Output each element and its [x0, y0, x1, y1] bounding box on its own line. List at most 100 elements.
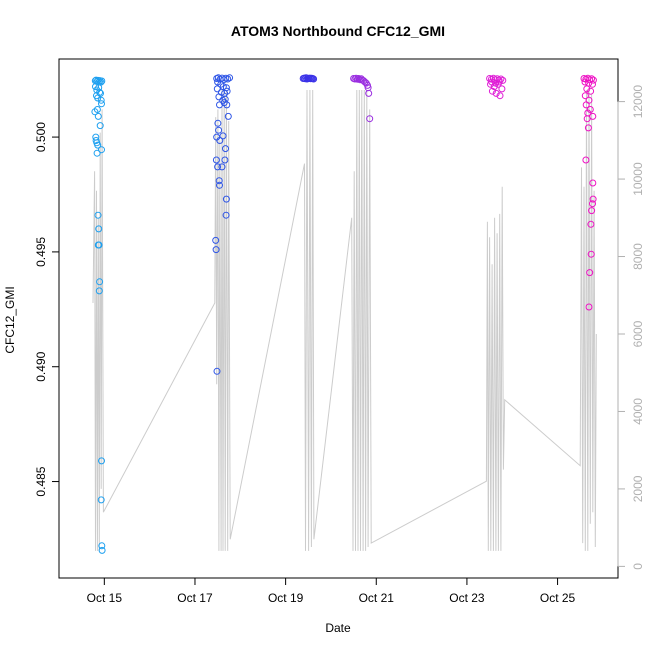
data-point — [365, 89, 373, 97]
data-point — [95, 225, 103, 233]
series-4 — [350, 74, 374, 123]
data-points-layer — [91, 74, 597, 554]
data-point — [216, 137, 224, 144]
data-point — [222, 195, 230, 203]
data-point — [221, 156, 229, 164]
y2-tick-label: 0 — [631, 563, 645, 570]
data-point — [98, 546, 106, 554]
data-point — [224, 112, 232, 120]
data-point — [582, 101, 590, 109]
x-tick-label: Oct 25 — [540, 591, 576, 605]
data-point — [96, 278, 104, 286]
data-point — [214, 119, 222, 127]
data-point — [587, 220, 595, 228]
data-point — [98, 77, 106, 85]
data-point — [219, 132, 227, 140]
data-point — [222, 145, 229, 153]
data-point — [588, 207, 596, 215]
data-point — [488, 78, 496, 86]
data-point — [212, 156, 220, 164]
data-point — [213, 367, 221, 375]
data-point — [94, 211, 102, 219]
data-point — [93, 149, 101, 157]
x-tick-label: Oct 15 — [87, 591, 123, 605]
data-point — [366, 115, 374, 123]
series-5 — [486, 74, 507, 100]
data-point — [212, 236, 220, 244]
y-tick-label: 0.495 — [34, 237, 48, 267]
data-point — [495, 78, 503, 86]
data-point — [215, 177, 223, 185]
data-point — [95, 241, 103, 249]
y2-tick-label: 2000 — [631, 475, 645, 502]
data-point — [583, 85, 591, 93]
data-point — [226, 74, 234, 82]
y2-tick-label: 10000 — [631, 162, 645, 196]
data-point — [96, 122, 104, 130]
data-point — [352, 74, 360, 82]
data-point — [218, 163, 226, 171]
data-point — [223, 87, 231, 95]
data-point — [498, 85, 506, 93]
data-point — [216, 181, 223, 189]
data-point — [587, 87, 595, 95]
data-point — [212, 246, 220, 254]
y2-tick-label: 12000 — [631, 85, 645, 119]
data-point — [95, 287, 103, 295]
data-point — [589, 200, 596, 208]
data-point — [492, 89, 500, 97]
chart-title: ATOM3 Northbound CFC12_GMI — [231, 23, 445, 39]
data-point — [97, 96, 105, 104]
altitude-trace-layer — [92, 89, 597, 551]
data-point — [589, 112, 597, 120]
y2-tick-label: 6000 — [631, 320, 645, 347]
axes-layer: Oct 15 Oct 17 Oct 19 Oct 21 Oct 23 Oct 25 0.48… — [34, 85, 645, 605]
data-point — [98, 100, 105, 108]
data-point — [496, 92, 504, 100]
x-tick-label: Oct 23 — [449, 591, 485, 605]
data-point — [588, 75, 596, 83]
data-point — [353, 75, 361, 83]
data-point — [215, 93, 223, 101]
data-point — [94, 141, 102, 149]
y-axis-label: CFC12_GMI — [3, 286, 17, 353]
plot-frame — [58, 58, 619, 579]
series-3 — [299, 74, 318, 83]
data-point — [98, 146, 105, 154]
series-2 — [212, 74, 234, 375]
x-tick-label: Oct 19 — [268, 591, 304, 605]
data-point — [214, 163, 222, 171]
data-point — [587, 250, 595, 258]
data-point — [581, 92, 589, 100]
y2-tick-label: 4000 — [631, 398, 645, 425]
data-point — [215, 126, 223, 134]
data-point — [97, 496, 105, 504]
data-point — [499, 76, 507, 84]
data-point — [98, 542, 106, 550]
data-point — [98, 457, 105, 465]
x-axis-label: Date — [325, 621, 351, 635]
data-point — [213, 85, 221, 93]
data-point — [589, 80, 596, 88]
series-6 — [580, 74, 597, 311]
data-point — [585, 303, 593, 311]
data-point — [223, 101, 231, 109]
x-tick-label: Oct 17 — [177, 591, 213, 605]
data-point — [224, 75, 232, 83]
data-point — [222, 211, 230, 219]
data-point — [94, 112, 102, 120]
series-1 — [91, 76, 106, 554]
data-point — [492, 79, 500, 87]
altitude-trace-line — [92, 89, 597, 551]
y-tick-label: 0.500 — [34, 122, 48, 152]
x-tick-label: Oct 21 — [359, 591, 395, 605]
data-point — [488, 87, 496, 95]
y-tick-label: 0.485 — [34, 466, 48, 496]
data-point — [586, 269, 594, 277]
data-point — [310, 75, 318, 83]
data-point — [583, 115, 591, 123]
data-point — [96, 88, 104, 96]
y2-tick-label: 8000 — [631, 243, 645, 270]
data-point — [581, 78, 589, 86]
